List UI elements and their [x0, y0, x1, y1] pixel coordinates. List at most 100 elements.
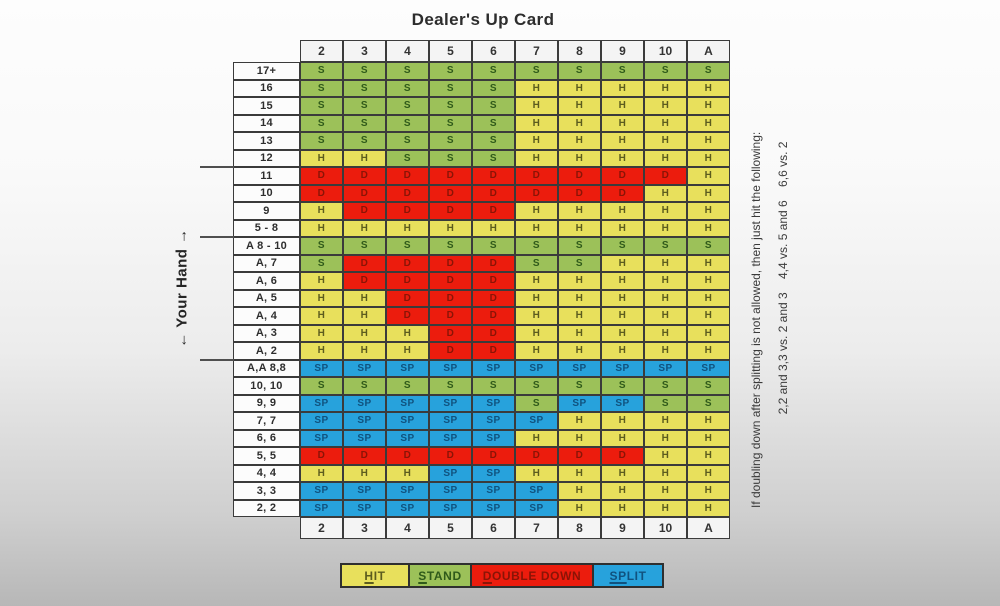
hand-label: A, 5: [233, 289, 300, 307]
strategy-cell: SP: [300, 412, 343, 430]
strategy-cell: SP: [429, 499, 472, 517]
strategy-cell: H: [644, 184, 687, 202]
strategy-cell: H: [472, 219, 515, 237]
strategy-cell: H: [644, 429, 687, 447]
strategy-cell: H: [644, 464, 687, 482]
strategy-cell: D: [429, 342, 472, 360]
strategy-cell: SP: [558, 359, 601, 377]
strategy-cell: D: [472, 342, 515, 360]
side-note-line1: If doubling down after splitting is not …: [749, 131, 763, 508]
strategy-cell: H: [343, 219, 386, 237]
strategy-cell: H: [687, 429, 730, 447]
hand-label: A, 2: [233, 342, 300, 360]
legend: H IT S TAND D OUBLE DOWN SP LIT: [340, 563, 664, 588]
strategy-cell: H: [300, 307, 343, 325]
strategy-cell: S: [429, 132, 472, 150]
strategy-cell: S: [300, 97, 343, 115]
strategy-cell: D: [558, 184, 601, 202]
strategy-cell: D: [343, 167, 386, 185]
strategy-cell: D: [472, 307, 515, 325]
strategy-cell: H: [687, 114, 730, 132]
dealer-card-header: 3: [343, 40, 386, 62]
strategy-cell: SP: [300, 482, 343, 500]
strategy-cell: SP: [429, 482, 472, 500]
strategy-cell: D: [472, 324, 515, 342]
dealer-card-header: 5: [429, 40, 472, 62]
legend-item-split: SP LIT: [592, 563, 664, 588]
dealer-card-header: 4: [386, 40, 429, 62]
strategy-cell: SP: [386, 429, 429, 447]
strategy-cell: S: [601, 62, 644, 80]
strategy-cell: H: [687, 342, 730, 360]
strategy-cell: H: [601, 132, 644, 150]
strategy-cell: D: [300, 167, 343, 185]
strategy-cell: H: [644, 132, 687, 150]
hand-label: 16: [233, 79, 300, 97]
strategy-cell: S: [558, 62, 601, 80]
strategy-cell: D: [429, 307, 472, 325]
strategy-cell: SP: [515, 412, 558, 430]
strategy-cell: S: [386, 377, 429, 395]
strategy-cell: D: [300, 447, 343, 465]
strategy-cell: H: [300, 219, 343, 237]
strategy-cell: D: [515, 184, 558, 202]
legend-item-stand: S TAND: [408, 563, 472, 588]
strategy-cell: D: [429, 202, 472, 220]
strategy-cell: H: [601, 324, 644, 342]
strategy-cell: H: [343, 342, 386, 360]
strategy-cell: D: [386, 307, 429, 325]
strategy-cell: SP: [343, 499, 386, 517]
strategy-cell: D: [386, 254, 429, 272]
strategy-cell: H: [343, 307, 386, 325]
section-divider: [200, 358, 234, 361]
strategy-cell: SP: [300, 499, 343, 517]
strategy-cell: S: [472, 62, 515, 80]
strategy-cell: H: [601, 482, 644, 500]
strategy-cell: SP: [386, 499, 429, 517]
strategy-cell: H: [558, 464, 601, 482]
strategy-cell: D: [343, 254, 386, 272]
strategy-cell: H: [687, 272, 730, 290]
strategy-cell: H: [687, 289, 730, 307]
strategy-cell: H: [644, 307, 687, 325]
strategy-cell: D: [472, 272, 515, 290]
strategy-cell: S: [429, 114, 472, 132]
strategy-cell: H: [558, 307, 601, 325]
strategy-cell: D: [386, 447, 429, 465]
legend-label-prefix: S: [418, 568, 427, 583]
grid-corner: [233, 40, 300, 62]
strategy-cell: S: [601, 377, 644, 395]
strategy-cell: SP: [429, 464, 472, 482]
strategy-cell: H: [687, 482, 730, 500]
strategy-cell: H: [644, 272, 687, 290]
hand-label: 7, 7: [233, 412, 300, 430]
hand-label: 4, 4: [233, 464, 300, 482]
strategy-cell: D: [472, 184, 515, 202]
strategy-cell: H: [601, 429, 644, 447]
strategy-cell: H: [644, 324, 687, 342]
hand-label: 13: [233, 132, 300, 150]
strategy-cell: H: [644, 254, 687, 272]
dealer-card-header: 6: [472, 40, 515, 62]
strategy-cell: H: [644, 499, 687, 517]
strategy-cell: S: [343, 79, 386, 97]
hand-label: 9, 9: [233, 394, 300, 412]
your-hand-axis-label: ← Your Hand →: [173, 228, 191, 348]
strategy-cell: H: [515, 289, 558, 307]
strategy-cell: H: [687, 412, 730, 430]
strategy-cell: S: [343, 97, 386, 115]
strategy-cell: H: [601, 202, 644, 220]
dealer-card-header: 9: [601, 40, 644, 62]
strategy-cell: SP: [343, 394, 386, 412]
strategy-cell: H: [687, 464, 730, 482]
strategy-cell: H: [644, 412, 687, 430]
strategy-cell: H: [515, 132, 558, 150]
strategy-cell: D: [386, 202, 429, 220]
strategy-cell: H: [558, 289, 601, 307]
strategy-cell: H: [343, 289, 386, 307]
strategy-cell: S: [429, 377, 472, 395]
strategy-cell: H: [601, 114, 644, 132]
strategy-cell: S: [429, 237, 472, 255]
strategy-cell: H: [644, 114, 687, 132]
strategy-cell: SP: [343, 429, 386, 447]
